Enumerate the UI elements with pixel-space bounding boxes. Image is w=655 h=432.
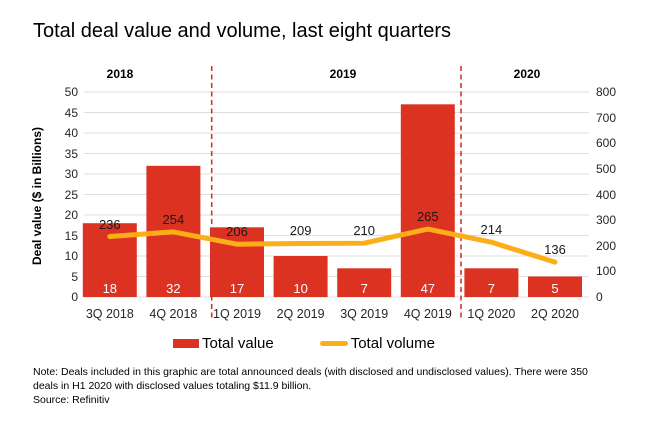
footnote-line-1: Note: Deals included in this graphic are…	[33, 366, 588, 378]
bar-total-value	[464, 268, 519, 297]
line-swatch-icon	[319, 341, 348, 346]
bar-value-label: 32	[166, 281, 181, 296]
line-value-label: 254	[162, 211, 185, 227]
left-axis-tick: 20	[64, 208, 78, 222]
right-axis-tick: 100	[596, 264, 617, 279]
x-axis-label: 2Q 2020	[531, 307, 579, 321]
line-value-label: 210	[353, 223, 376, 239]
line-value-label: 136	[544, 242, 566, 258]
left-axis-tick: 50	[64, 85, 78, 99]
legend-item-total-value: Total value	[173, 335, 274, 352]
right-axis-tick: 700	[596, 110, 617, 125]
chart-title: Total deal value and volume, last eight …	[33, 20, 452, 42]
right-axis-tick: 0	[596, 290, 603, 304]
left-axis-tick: 5	[71, 269, 78, 284]
bar-value-label: 7	[487, 281, 495, 296]
bar-value-label: 17	[229, 281, 245, 296]
line-value-label: 265	[416, 209, 439, 225]
left-axis-tick: 25	[64, 187, 78, 202]
legend-label-total-value: Total value	[202, 335, 274, 352]
year-label: 2020	[513, 67, 541, 81]
left-axis-tick: 35	[64, 146, 78, 161]
x-axis-label: 3Q 2019	[340, 307, 389, 321]
line-value-label: 214	[480, 222, 503, 238]
source-line: Source: Refinitiv	[33, 394, 110, 406]
bar-total-value	[528, 276, 582, 297]
bar-total-value	[337, 268, 392, 297]
x-axis-label: 1Q 2020	[467, 307, 516, 321]
bar-total-value	[273, 256, 328, 297]
left-axis-tick: 0	[71, 290, 78, 304]
footnote-line-2: deals in H1 2020 with disclosed values t…	[33, 380, 312, 392]
left-axis-tick: 10	[64, 249, 78, 263]
x-axis-label: 1Q 2019	[213, 307, 261, 321]
bar-swatch-icon	[173, 339, 199, 348]
x-axis-label: 2Q 2019	[276, 307, 325, 321]
right-axis-tick: 200	[596, 238, 617, 253]
x-axis-label: 4Q 2019	[403, 307, 452, 321]
line-value-label: 209	[289, 223, 312, 239]
legend-label-total-volume: Total volume	[350, 335, 435, 352]
line-total-volume	[107, 226, 558, 265]
left-axis-tick: 40	[64, 126, 78, 140]
x-axis-label: 3Q 2018	[85, 307, 134, 321]
bar-total-value	[400, 104, 455, 297]
right-axis-tick: 300	[596, 213, 617, 228]
left-axis-tick: 15	[64, 228, 78, 243]
bar-value-label: 47	[420, 281, 436, 296]
right-axis-tick: 400	[596, 187, 617, 202]
right-axis-tick: 600	[596, 136, 617, 151]
left-axis-tick: 30	[64, 167, 78, 181]
footnote: Note: Deals included in this graphic are…	[33, 365, 633, 407]
right-axis-tick: 800	[596, 85, 617, 99]
right-axis-tick: 500	[596, 161, 617, 176]
bar-value-label: 18	[102, 281, 118, 296]
x-axis-label: 4Q 2018	[149, 307, 198, 321]
bar-value-label: 7	[360, 281, 368, 296]
line-value-label: 236	[98, 216, 121, 232]
left-axis-tick: 45	[64, 105, 78, 120]
legend: Total value Total volume	[173, 335, 435, 352]
bar-value-label: 5	[551, 281, 559, 296]
line-value-label: 206	[226, 224, 248, 240]
year-label: 2018	[106, 67, 134, 81]
year-label: 2019	[329, 67, 357, 81]
bar-value-label: 10	[293, 281, 308, 296]
legend-item-total-volume: Total volume	[319, 335, 435, 352]
